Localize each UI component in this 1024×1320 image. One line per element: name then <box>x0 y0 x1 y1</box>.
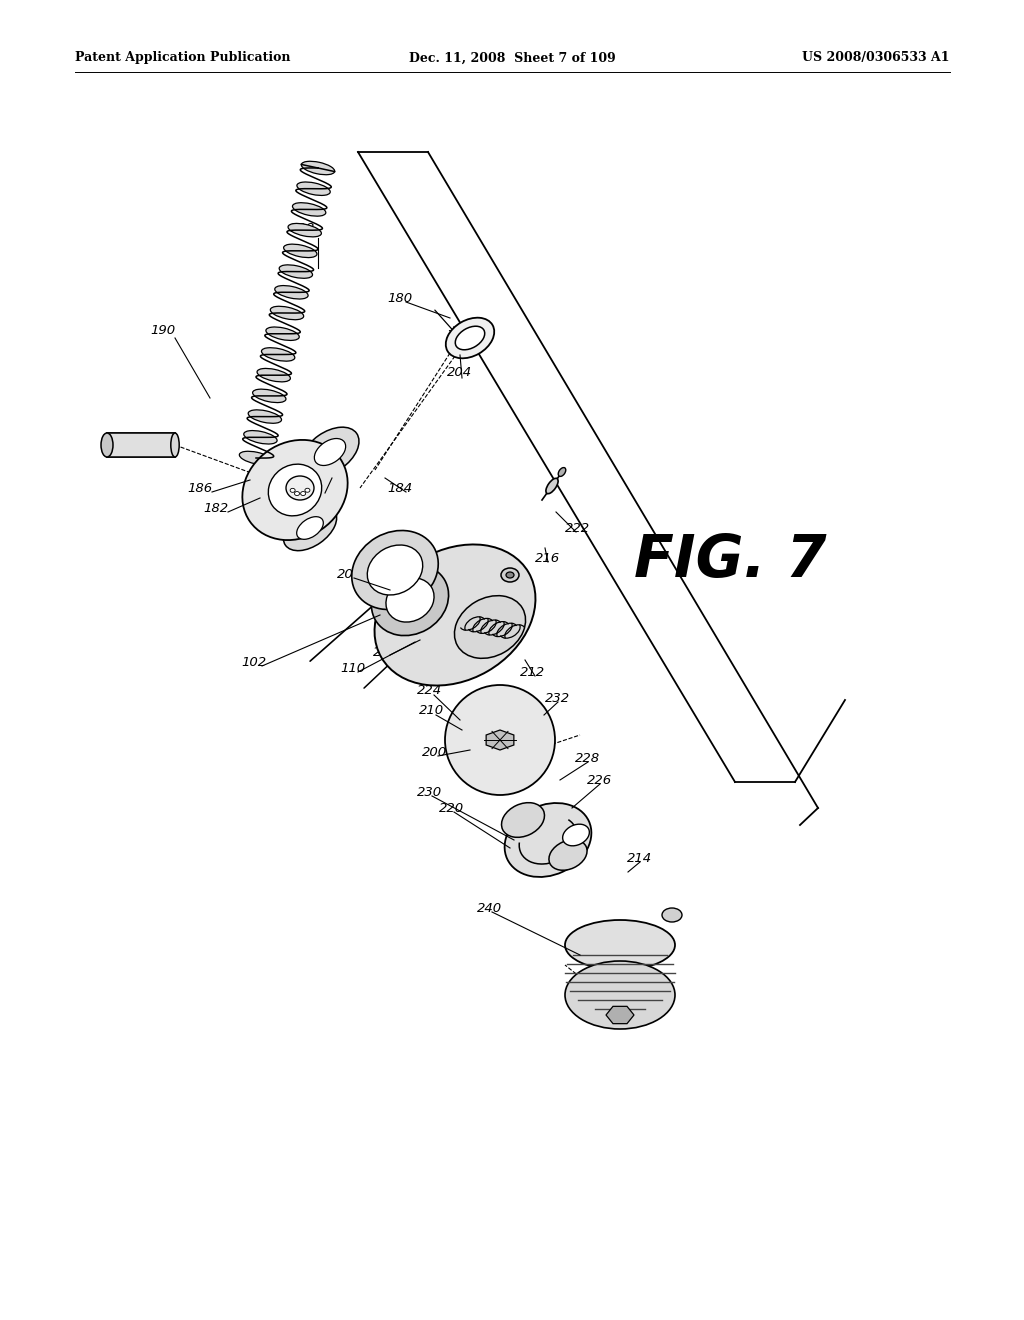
Ellipse shape <box>314 438 346 466</box>
Ellipse shape <box>565 961 675 1030</box>
Ellipse shape <box>386 578 434 622</box>
Text: 180: 180 <box>387 292 413 305</box>
Ellipse shape <box>506 572 514 578</box>
Text: 102: 102 <box>242 656 266 668</box>
Ellipse shape <box>455 595 525 659</box>
Text: 212: 212 <box>520 665 546 678</box>
Text: 216: 216 <box>536 552 560 565</box>
Text: 182: 182 <box>204 502 228 515</box>
Ellipse shape <box>253 389 286 403</box>
Ellipse shape <box>268 465 322 516</box>
Ellipse shape <box>257 368 291 381</box>
Text: 200: 200 <box>423 746 447 759</box>
Ellipse shape <box>297 182 331 195</box>
Ellipse shape <box>243 440 348 540</box>
Ellipse shape <box>502 803 545 837</box>
Ellipse shape <box>372 565 449 636</box>
Ellipse shape <box>266 327 299 341</box>
Text: 108: 108 <box>290 222 314 235</box>
Text: 190: 190 <box>151 323 175 337</box>
Ellipse shape <box>549 840 587 870</box>
Polygon shape <box>486 730 514 750</box>
Ellipse shape <box>270 306 304 319</box>
Text: 240: 240 <box>477 902 503 915</box>
Text: 220: 220 <box>439 801 465 814</box>
Ellipse shape <box>301 161 335 174</box>
Ellipse shape <box>558 467 566 477</box>
Ellipse shape <box>352 531 438 610</box>
Text: Patent Application Publication: Patent Application Publication <box>75 51 291 65</box>
Text: 230: 230 <box>418 785 442 799</box>
Text: 214: 214 <box>628 851 652 865</box>
Text: 222: 222 <box>565 521 591 535</box>
Ellipse shape <box>562 824 590 846</box>
Ellipse shape <box>505 803 592 876</box>
Text: 228: 228 <box>575 751 600 764</box>
Ellipse shape <box>240 451 272 465</box>
Text: 224: 224 <box>418 684 442 697</box>
Ellipse shape <box>546 478 558 494</box>
Ellipse shape <box>445 685 555 795</box>
Text: 232: 232 <box>546 692 570 705</box>
Text: FIG. 7: FIG. 7 <box>634 532 826 589</box>
Ellipse shape <box>284 244 317 257</box>
Ellipse shape <box>274 285 308 300</box>
Text: 226: 226 <box>588 774 612 787</box>
Ellipse shape <box>565 920 675 970</box>
Ellipse shape <box>375 544 536 685</box>
Text: 110: 110 <box>340 661 366 675</box>
Text: 188: 188 <box>302 483 328 496</box>
Ellipse shape <box>445 318 495 358</box>
Text: US 2008/0306533 A1: US 2008/0306533 A1 <box>803 51 950 65</box>
Ellipse shape <box>301 491 305 495</box>
Ellipse shape <box>293 203 326 216</box>
Ellipse shape <box>456 326 484 350</box>
Ellipse shape <box>301 428 359 477</box>
Text: 186: 186 <box>187 482 213 495</box>
Ellipse shape <box>248 409 282 424</box>
Ellipse shape <box>288 223 322 236</box>
Ellipse shape <box>171 433 179 457</box>
Ellipse shape <box>244 430 278 444</box>
Ellipse shape <box>368 545 423 595</box>
Text: 204: 204 <box>447 366 472 379</box>
Polygon shape <box>606 1006 634 1024</box>
Ellipse shape <box>501 568 519 582</box>
Text: 184: 184 <box>387 482 413 495</box>
Text: 206: 206 <box>374 645 398 659</box>
Ellipse shape <box>286 477 314 500</box>
Ellipse shape <box>297 516 324 540</box>
Ellipse shape <box>662 908 682 921</box>
FancyBboxPatch shape <box>106 433 175 457</box>
Text: Dec. 11, 2008  Sheet 7 of 109: Dec. 11, 2008 Sheet 7 of 109 <box>409 51 615 65</box>
Ellipse shape <box>290 488 295 492</box>
Ellipse shape <box>261 347 295 362</box>
Ellipse shape <box>305 488 310 492</box>
Ellipse shape <box>284 506 337 550</box>
Text: 210: 210 <box>420 704 444 717</box>
Text: 208: 208 <box>338 569 362 582</box>
Ellipse shape <box>101 433 113 457</box>
Ellipse shape <box>295 491 299 495</box>
Ellipse shape <box>280 265 312 279</box>
